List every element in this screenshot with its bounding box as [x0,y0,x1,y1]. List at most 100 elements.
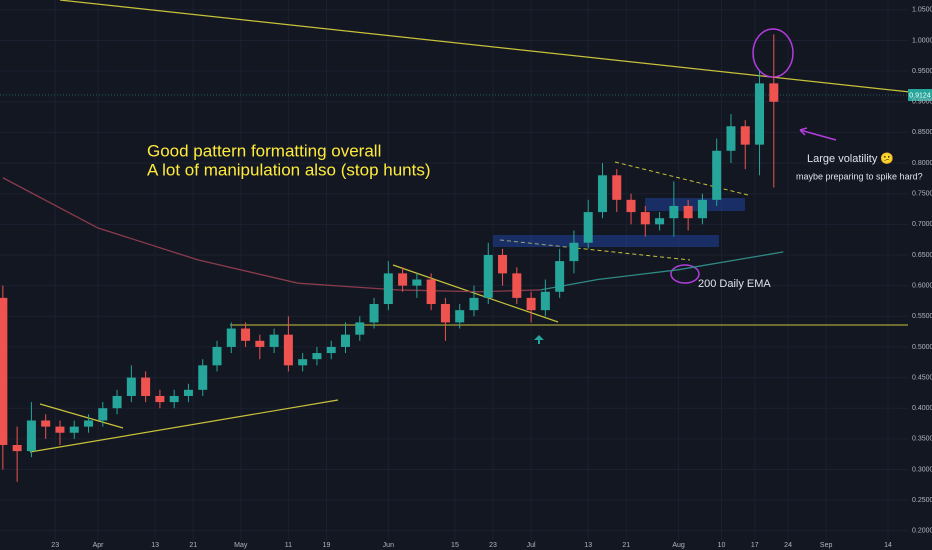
candle-body [326,346,336,354]
y-tick-label: 0.3500 [912,436,932,443]
dashed-line [614,161,749,196]
candle-body [12,444,22,452]
y-tick-label: 0.2000 [912,528,932,535]
trend-line [392,264,559,323]
annotation: A lot of manipulation also (stop hunts) [147,160,431,179]
candle-body [697,199,707,219]
annotation: Good pattern formatting overall [147,141,381,160]
circle [752,28,794,78]
candle-body [412,279,422,286]
candle-body [769,83,779,102]
candle-body [340,334,350,347]
candle-body [498,254,508,274]
candle-body [398,273,408,286]
x-tick-label: 23 [51,542,59,549]
ema-line [2,177,541,293]
candle-body [597,175,607,213]
candle-body [169,395,179,403]
candle-body [283,334,293,366]
candle-body [669,205,679,219]
candle-body [683,205,693,219]
x-tick-label: 15 [451,542,459,549]
annotation: 200 Daily EMA [698,278,771,290]
candle-body [241,328,251,341]
x-tick-label: Jun [383,542,394,549]
x-tick-label: 14 [884,542,892,549]
zone [645,198,745,211]
candle-body [383,273,393,305]
candle-body [640,212,650,225]
ema-line [540,251,784,291]
y-tick-label: 0.6500 [912,252,932,259]
x-tick-label: 10 [718,542,726,549]
y-tick-label: 0.2500 [912,497,932,504]
price-label: 0.9124 [909,92,931,99]
candle-body [55,426,65,433]
candle-body [226,328,236,347]
candle-body [69,426,79,433]
candle-body [740,126,750,145]
y-tick-label: 0.4000 [912,405,932,412]
candle-body [655,218,665,225]
candle-body [440,304,450,323]
candle-body [469,297,479,311]
candle-body [555,261,565,292]
y-tick-label: 0.8000 [912,160,932,167]
x-tick-label: 19 [323,542,331,549]
x-tick-label: 23 [489,542,497,549]
candle-body [98,408,108,421]
dashed-line [499,239,691,261]
candle-body [212,346,222,366]
arrow [799,129,837,141]
x-tick-label: 21 [189,542,197,549]
candle-body [26,420,36,452]
candle-body [712,150,722,200]
candle-body [455,310,465,323]
trend-line [39,403,124,429]
y-tick-label: 1.0000 [912,37,932,44]
y-tick-label: 0.5500 [912,313,932,320]
x-tick-label: 13 [151,542,159,549]
price-tag [908,89,932,101]
trend-line [29,399,339,453]
circle [670,264,700,284]
candle-body [626,199,636,213]
arrow-head [799,127,808,136]
candle-body [155,395,165,403]
candle-body [141,377,151,396]
candle-body [483,254,493,298]
candle-body [0,297,8,445]
annotation: Large volatility 😕 [807,152,894,165]
x-tick-label: Aug [672,542,685,549]
x-tick-label: Jul [527,542,536,549]
candle-body [355,322,365,335]
candle-body [269,334,279,347]
annotation: maybe preparing to spike hard? [796,171,923,181]
y-tick-label: 0.3000 [912,466,932,473]
arrow-up [534,335,544,344]
candle-body [112,395,122,409]
zone [493,235,719,247]
candle-body [583,212,593,243]
y-tick-label: 0.9500 [912,68,932,75]
candle-body [41,420,51,427]
candle-body [312,353,322,360]
x-tick-label: 11 [285,542,292,549]
candle-body [84,420,94,427]
candle-body [198,365,208,390]
candle-body [298,359,308,366]
x-tick-label: 13 [584,542,592,549]
candle-body [540,291,550,311]
y-tick-label: 1.0500 [912,7,932,14]
candle-body [126,377,136,396]
candle-body [369,304,379,323]
candles [0,34,784,482]
candle-body [512,273,522,298]
candle-body [755,83,765,145]
y-tick-label: 0.7000 [912,221,932,228]
x-tick-label: May [234,542,248,549]
y-tick-label: 0.8500 [912,129,932,136]
candle-body [612,175,622,200]
x-tick-label: Sep [820,542,833,549]
